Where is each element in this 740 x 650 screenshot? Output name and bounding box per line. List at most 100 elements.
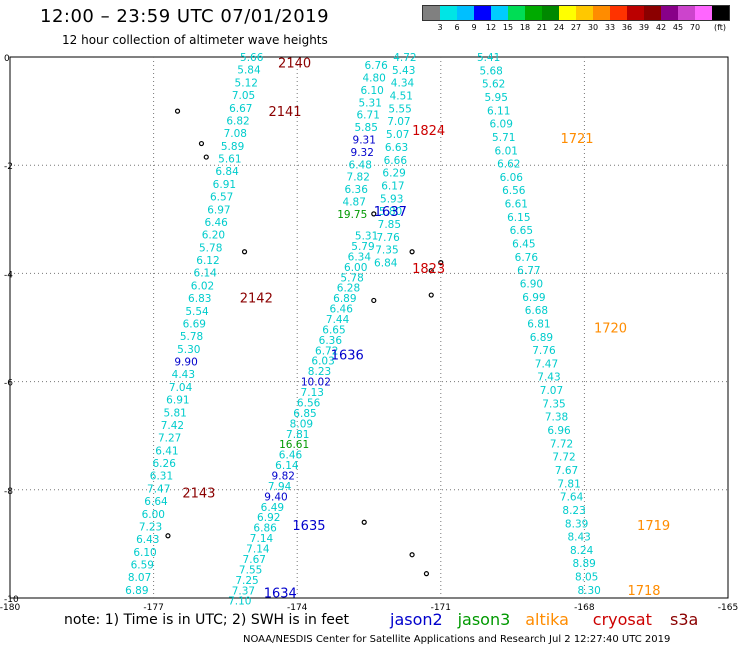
color-scale-label: 9 [471, 23, 477, 32]
swh-value: 6.89 [333, 293, 356, 305]
swh-value: 9.32 [351, 147, 374, 159]
color-swatch [559, 6, 576, 20]
pass-label: 1721 [560, 132, 593, 147]
island-outline [241, 249, 248, 255]
swh-value: 5.85 [355, 122, 378, 134]
x-tick-label: -165 [718, 603, 738, 613]
swh-value: 6.71 [357, 110, 380, 122]
swh-value: 7.47 [147, 483, 170, 495]
color-scale-label: 3 [437, 23, 443, 32]
swh-value: 6.36 [345, 184, 369, 196]
swh-value: 6.65 [322, 324, 345, 336]
color-swatch [508, 6, 525, 20]
swh-value: 5.80 [379, 206, 402, 218]
pass-label: 1720 [594, 322, 627, 337]
color-swatch [491, 6, 508, 20]
swh-value: 6.49 [261, 502, 284, 514]
swh-value: 6.15 [507, 212, 530, 224]
swh-value: 6.91 [213, 179, 236, 191]
color-scale-label: 12 [485, 23, 497, 32]
swh-value: 6.46 [279, 450, 303, 462]
island-outline [203, 154, 209, 160]
swh-value: 5.41 [477, 52, 500, 64]
swh-value: 6.56 [502, 185, 526, 197]
swh-value: 4.72 [393, 52, 416, 64]
swh-value: 6.29 [382, 168, 405, 180]
color-scale-label: 70 [689, 23, 701, 32]
swh-value: 6.81 [527, 318, 550, 330]
swh-value: 6.89 [530, 332, 553, 344]
color-scale-label: 24 [553, 23, 565, 32]
color-swatch [644, 6, 661, 20]
color-scale-swatches [422, 5, 730, 21]
swh-value: 5.95 [485, 92, 508, 104]
swh-value: 7.67 [555, 465, 578, 477]
swh-value: 16.61 [279, 439, 309, 451]
swh-value: 6.26 [153, 458, 177, 470]
color-swatch [712, 6, 729, 20]
color-scale-label: 42 [655, 23, 667, 32]
swh-value: 5.79 [351, 241, 374, 253]
swh-value: 6.92 [257, 512, 280, 524]
color-swatch [695, 6, 712, 20]
swh-value: 7.44 [326, 314, 350, 326]
color-swatch [474, 6, 491, 20]
x-tick-label: -177 [143, 603, 163, 613]
color-scale: 3 6 9 12 15 18 21 24 27 30 33 36 39 42 45 70 (ft) [422, 5, 730, 35]
swh-value: 7.25 [235, 575, 258, 587]
map-frame [9, 56, 729, 599]
pass-label: 1718 [627, 584, 660, 599]
pass-label: 1634 [264, 587, 297, 602]
swh-value: 6.03 [311, 356, 334, 368]
color-scale-label: 15 [502, 23, 514, 32]
y-tick-label: -6 [4, 379, 13, 389]
swh-value: 8.43 [567, 532, 590, 544]
swh-value: 6.61 [505, 199, 528, 211]
swh-value: 6.14 [194, 268, 218, 280]
swh-value: 7.14 [246, 544, 270, 556]
swh-value: 7.85 [378, 219, 401, 231]
swh-value: 4.87 [343, 196, 366, 208]
swh-value: 6.82 [226, 115, 249, 127]
map-title: 12:00 – 23:59 UTC 07/01/2019 [40, 6, 330, 27]
pass-label: 2142 [240, 292, 273, 307]
swh-value: 6.43 [136, 534, 159, 546]
color-swatch [610, 6, 627, 20]
color-swatch [457, 6, 474, 20]
color-scale-label: 33 [604, 23, 616, 32]
pass-label: 1637 [374, 205, 407, 220]
pass-label: 1823 [412, 262, 445, 277]
swh-value: 8.23 [562, 505, 585, 517]
island-outline [409, 249, 415, 255]
swh-value: 7.13 [301, 387, 324, 399]
pass-label: 2140 [278, 56, 311, 71]
color-scale-label: 21 [536, 23, 548, 32]
swh-value: 8.39 [565, 518, 588, 530]
swh-value: 6.10 [360, 85, 383, 97]
swh-value: 5.78 [340, 272, 363, 284]
swh-value: 19.75 [337, 209, 367, 221]
swh-value: 5.31 [359, 97, 382, 109]
island-outline [361, 519, 367, 525]
island-outline [409, 552, 415, 558]
pass-label: 2143 [182, 487, 215, 502]
swh-value: 5.07 [386, 129, 409, 141]
island-outline [438, 259, 444, 266]
swh-value: 6.67 [229, 103, 252, 115]
color-scale-label: 27 [570, 23, 582, 32]
island-outline [428, 268, 434, 274]
swh-value: 4.34 [391, 78, 415, 90]
swh-value: 7.72 [550, 438, 573, 450]
swh-value: 7.47 [535, 358, 558, 370]
island-outline [428, 292, 434, 298]
swh-value: 6.41 [155, 445, 178, 457]
legend-entry-altika: altika [525, 610, 569, 629]
pass-label: 2141 [268, 105, 301, 120]
pass-label: 1636 [331, 349, 364, 364]
y-tick-label: -10 [4, 595, 19, 605]
swh-value: 6.01 [495, 145, 518, 157]
color-swatch [593, 6, 610, 20]
swh-value: 6.91 [166, 395, 189, 407]
island-outline [371, 297, 377, 304]
x-tick-label: -171 [431, 603, 451, 613]
